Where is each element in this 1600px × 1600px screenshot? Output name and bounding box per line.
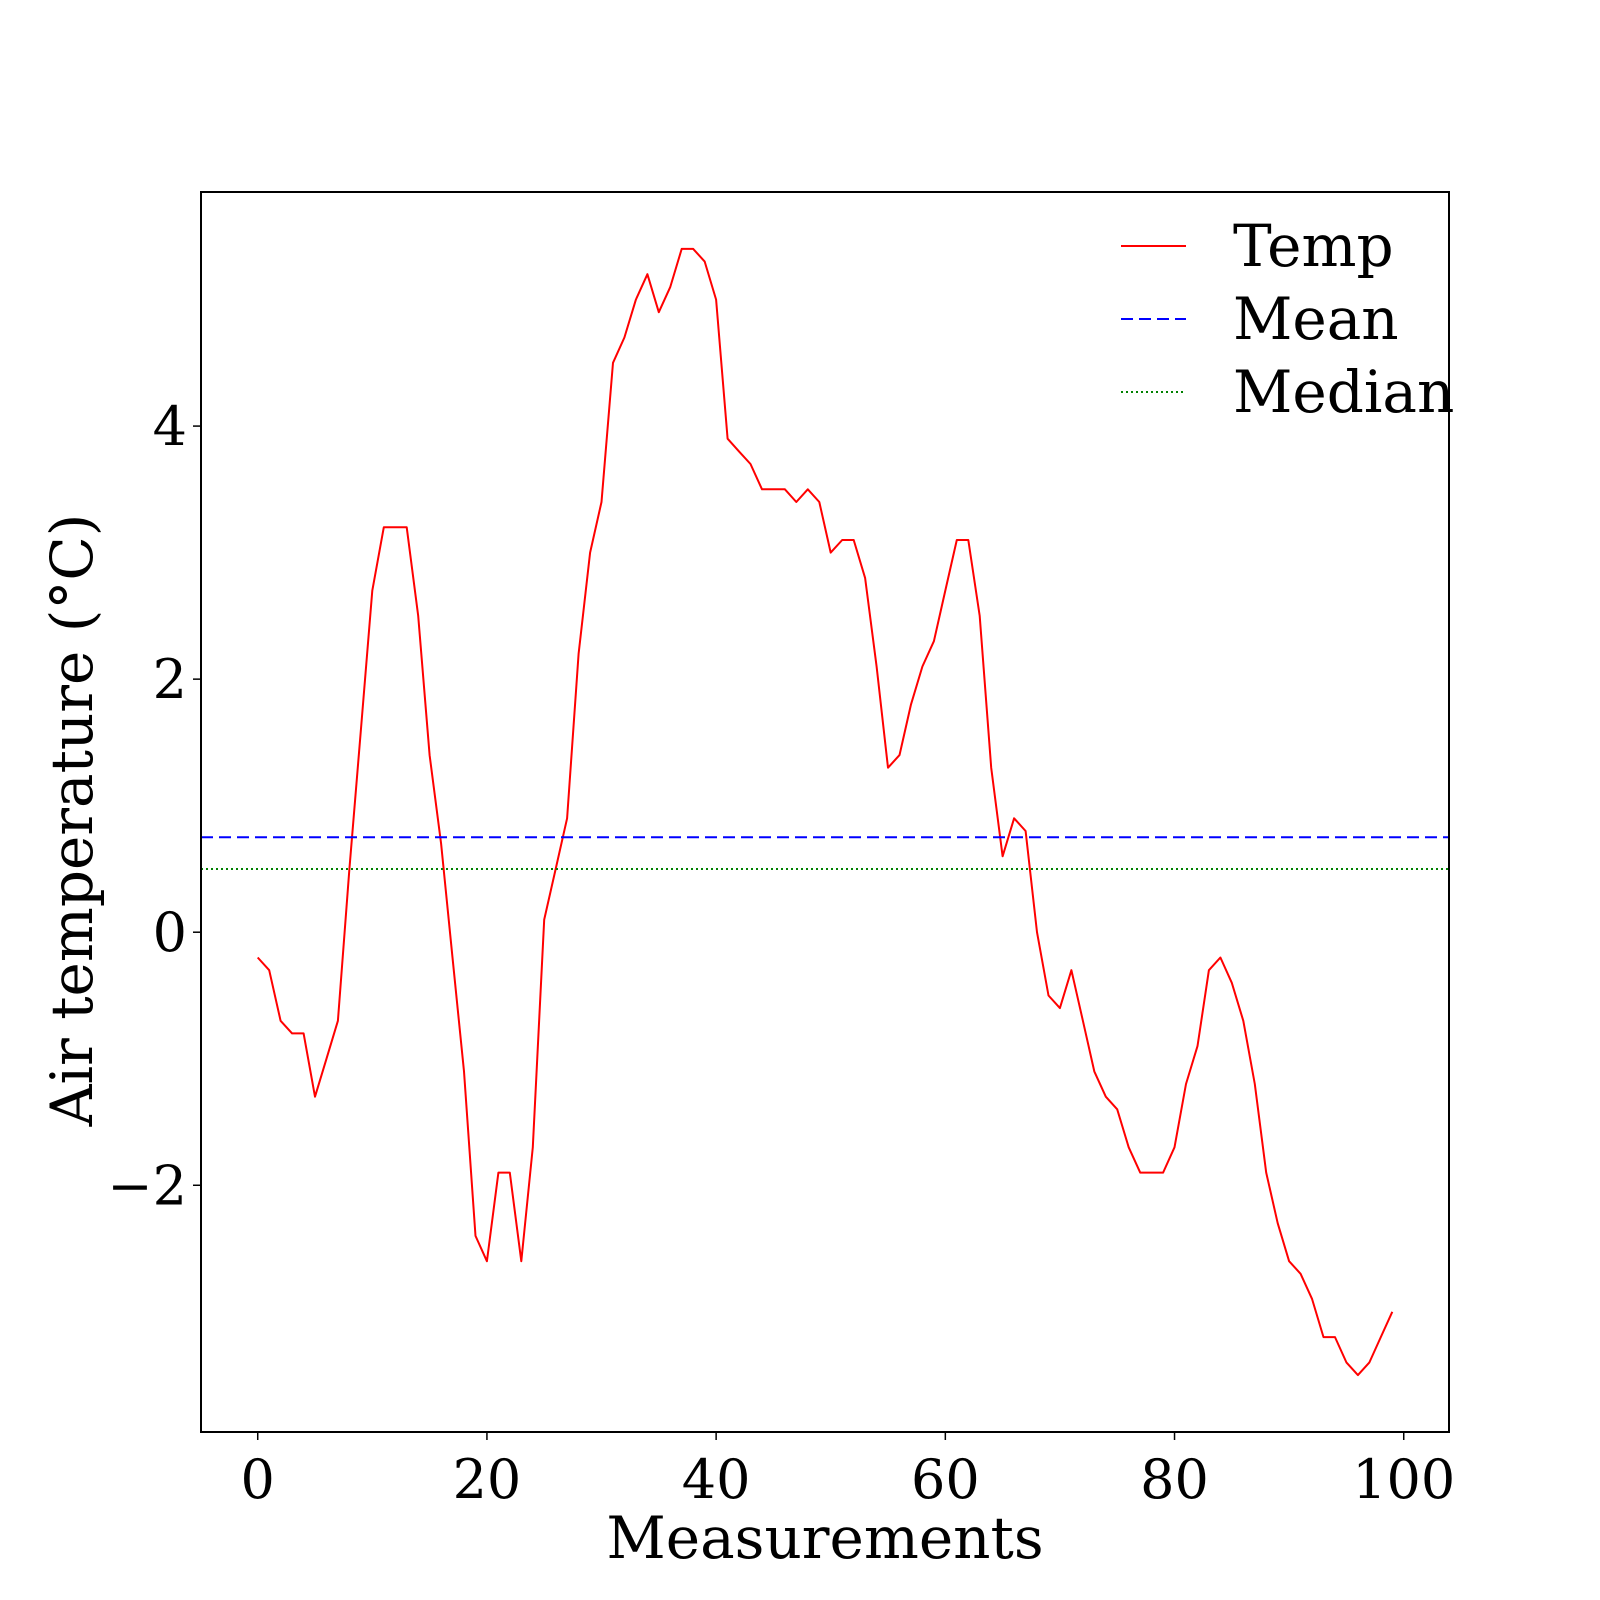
x-tick-label: 80 xyxy=(1140,1448,1209,1511)
plot-frame xyxy=(200,191,1450,1433)
legend-label-mean: Mean xyxy=(1233,285,1399,353)
x-tick-label: 40 xyxy=(682,1448,751,1511)
y-axis-label: Air temperature (°C) xyxy=(38,514,106,1128)
y-tick-label: 4 xyxy=(153,395,187,458)
x-tick-label: 60 xyxy=(911,1448,980,1511)
y-tick-label: 2 xyxy=(153,648,187,711)
legend-label-temp: Temp xyxy=(1233,212,1394,280)
x-tick-label: 20 xyxy=(453,1448,522,1511)
axis-ticks: 0 20 40 60 80 100 −2 0 2 4 xyxy=(107,395,1455,1511)
y-tick-label: 0 xyxy=(153,901,187,964)
x-axis-label: Measurements xyxy=(606,1504,1043,1572)
plot-lines xyxy=(201,247,1449,1377)
x-tick-label: 100 xyxy=(1352,1448,1455,1511)
y-tick-label: −2 xyxy=(107,1154,187,1217)
legend-label-median: Median xyxy=(1233,358,1454,426)
series-line-temp xyxy=(256,247,1394,1377)
x-tick-label: 0 xyxy=(241,1448,275,1511)
